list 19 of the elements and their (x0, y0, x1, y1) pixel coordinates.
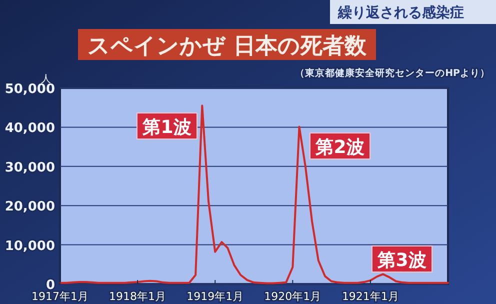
annotation: 第2波 (314, 137, 364, 158)
x-tick-label: 1918年1月 (109, 290, 166, 303)
y-tick-label: 50,000 (4, 82, 55, 97)
x-tick-label: 1919年1月 (186, 290, 244, 303)
annotation: 第3波 (376, 250, 426, 271)
x-tick-label: 1920年1月 (264, 290, 322, 303)
chart-subtitle: 繰り返される感染症 (337, 4, 464, 21)
y-tick-label: 10,000 (4, 238, 55, 254)
y-tick-label: 20,000 (4, 200, 55, 215)
y-tick-label: 30,000 (4, 160, 55, 176)
line-series (59, 104, 449, 284)
y-axis-title: 人 (41, 74, 51, 85)
chart-title: スペインかぜ 日本の死者数 (88, 34, 368, 59)
y-tick-label: 40,000 (4, 121, 55, 136)
y-tick-label: 0 (46, 278, 55, 293)
annotation: 第1波 (142, 117, 192, 138)
x-tick-label: 1917年1月 (32, 290, 88, 303)
text: （東京都健康安全研究センターのHPより） (295, 67, 490, 79)
x-tick-label: 1921年1月 (342, 290, 399, 303)
